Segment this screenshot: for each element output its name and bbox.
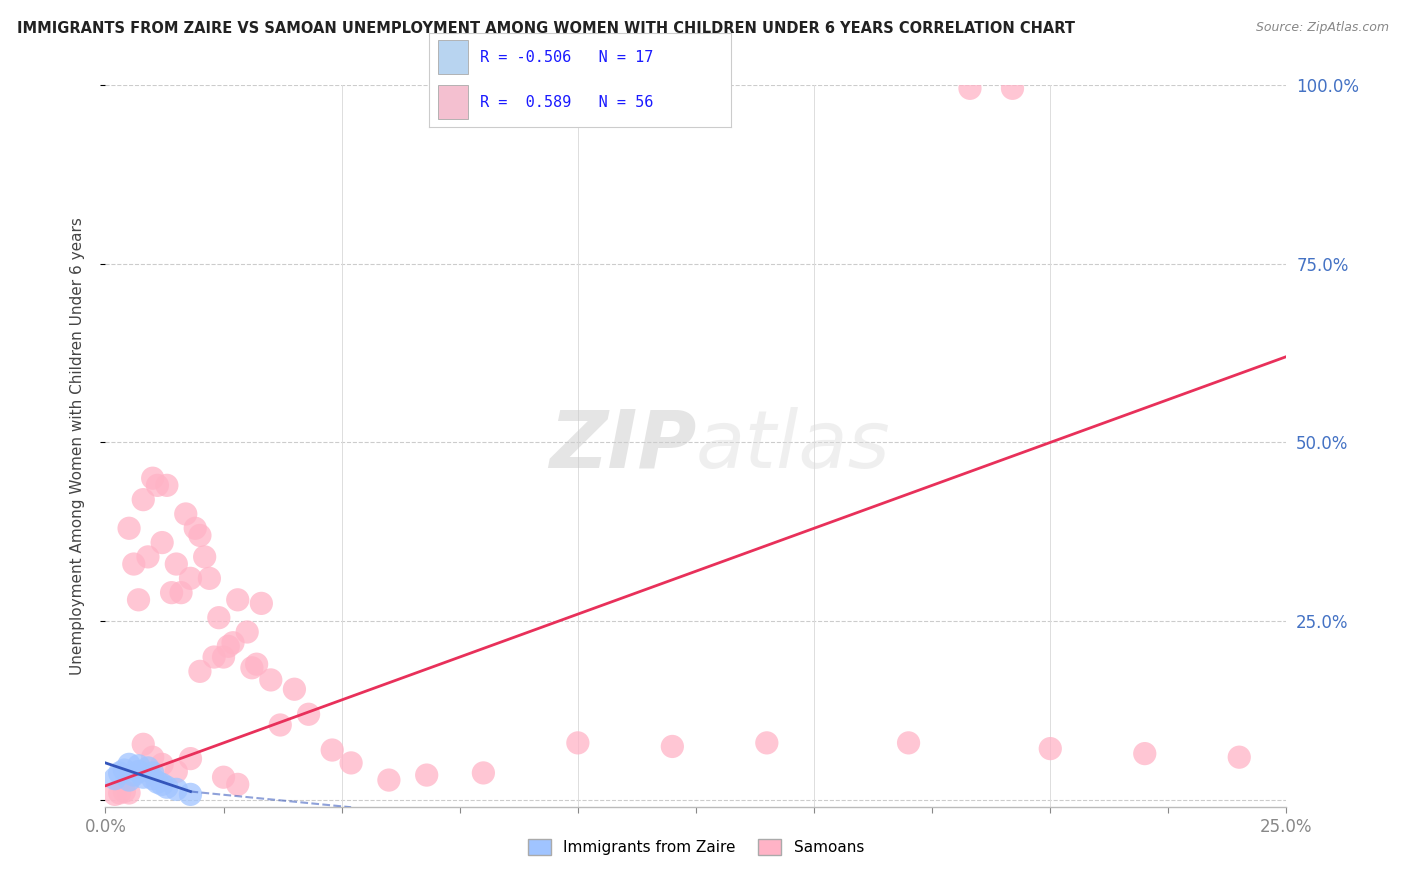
Bar [437, 40, 468, 74]
Text: Source: ZipAtlas.com: Source: ZipAtlas.com [1256, 21, 1389, 35]
Point [118, 773, 141, 788]
Point [217, 640, 239, 654]
Point [136, 549, 159, 564]
Point [321, 743, 343, 757]
Point [104, 772, 127, 786]
Legend: Immigrants from Zaire, Samoans: Immigrants from Zaire, Samoans [522, 833, 870, 861]
Point [142, 471, 165, 485]
Point [179, 571, 201, 585]
Point [226, 777, 249, 791]
Point [132, 770, 155, 784]
Point [340, 756, 363, 770]
Point [236, 625, 259, 640]
Y-axis label: Unemployment Among Women with Children Under 6 years: Unemployment Among Women with Children U… [70, 217, 84, 675]
Point [128, 764, 150, 779]
Text: R = -0.506   N = 17: R = -0.506 N = 17 [481, 50, 654, 65]
Point [212, 770, 235, 784]
Point [188, 665, 211, 679]
Point [179, 788, 201, 802]
Point [188, 528, 211, 542]
Point [378, 773, 401, 788]
Point [212, 650, 235, 665]
Point [415, 768, 437, 782]
Point [108, 766, 131, 780]
Point [226, 592, 249, 607]
Point [170, 585, 193, 599]
Point [959, 81, 981, 95]
Point [269, 718, 291, 732]
Point [198, 571, 221, 585]
Point [755, 736, 778, 750]
Point [260, 673, 283, 687]
Point [128, 758, 150, 772]
Point [118, 786, 141, 800]
Point [150, 757, 173, 772]
Point [165, 782, 187, 797]
Point [160, 585, 183, 599]
Point [150, 535, 173, 549]
Point [222, 636, 245, 650]
Point [661, 739, 683, 754]
Point [208, 610, 231, 624]
Point [1039, 741, 1062, 756]
Point [104, 788, 127, 802]
Point [297, 707, 319, 722]
Point [1133, 747, 1156, 761]
Point [142, 750, 165, 764]
Point [165, 557, 187, 571]
Point [250, 596, 273, 610]
Point [184, 521, 207, 535]
Point [897, 736, 920, 750]
Point [108, 786, 131, 800]
Point [202, 650, 225, 665]
Point [132, 737, 155, 751]
Point [150, 777, 173, 791]
Point [146, 775, 169, 789]
Text: atlas: atlas [696, 407, 891, 485]
Text: IMMIGRANTS FROM ZAIRE VS SAMOAN UNEMPLOYMENT AMONG WOMEN WITH CHILDREN UNDER 6 Y: IMMIGRANTS FROM ZAIRE VS SAMOAN UNEMPLOY… [17, 21, 1074, 37]
Point [136, 761, 159, 775]
Point [146, 478, 169, 492]
Point [142, 772, 165, 786]
Point [472, 766, 495, 780]
Point [240, 661, 263, 675]
Point [122, 557, 145, 571]
Point [122, 768, 145, 782]
Point [246, 657, 269, 672]
Point [156, 478, 179, 492]
Point [112, 784, 135, 798]
Point [283, 682, 305, 697]
Point [194, 549, 217, 564]
Point [128, 592, 150, 607]
Point [142, 766, 165, 780]
Point [132, 492, 155, 507]
Text: ZIP: ZIP [548, 407, 696, 485]
Point [567, 736, 589, 750]
Text: R =  0.589   N = 56: R = 0.589 N = 56 [481, 95, 654, 110]
Point [1227, 750, 1250, 764]
Point [118, 521, 141, 535]
Point [112, 763, 135, 777]
Point [156, 780, 179, 795]
Point [118, 757, 141, 772]
Point [1001, 81, 1024, 95]
Point [165, 764, 187, 779]
Bar [437, 86, 468, 120]
Point [179, 751, 201, 765]
Point [174, 507, 197, 521]
